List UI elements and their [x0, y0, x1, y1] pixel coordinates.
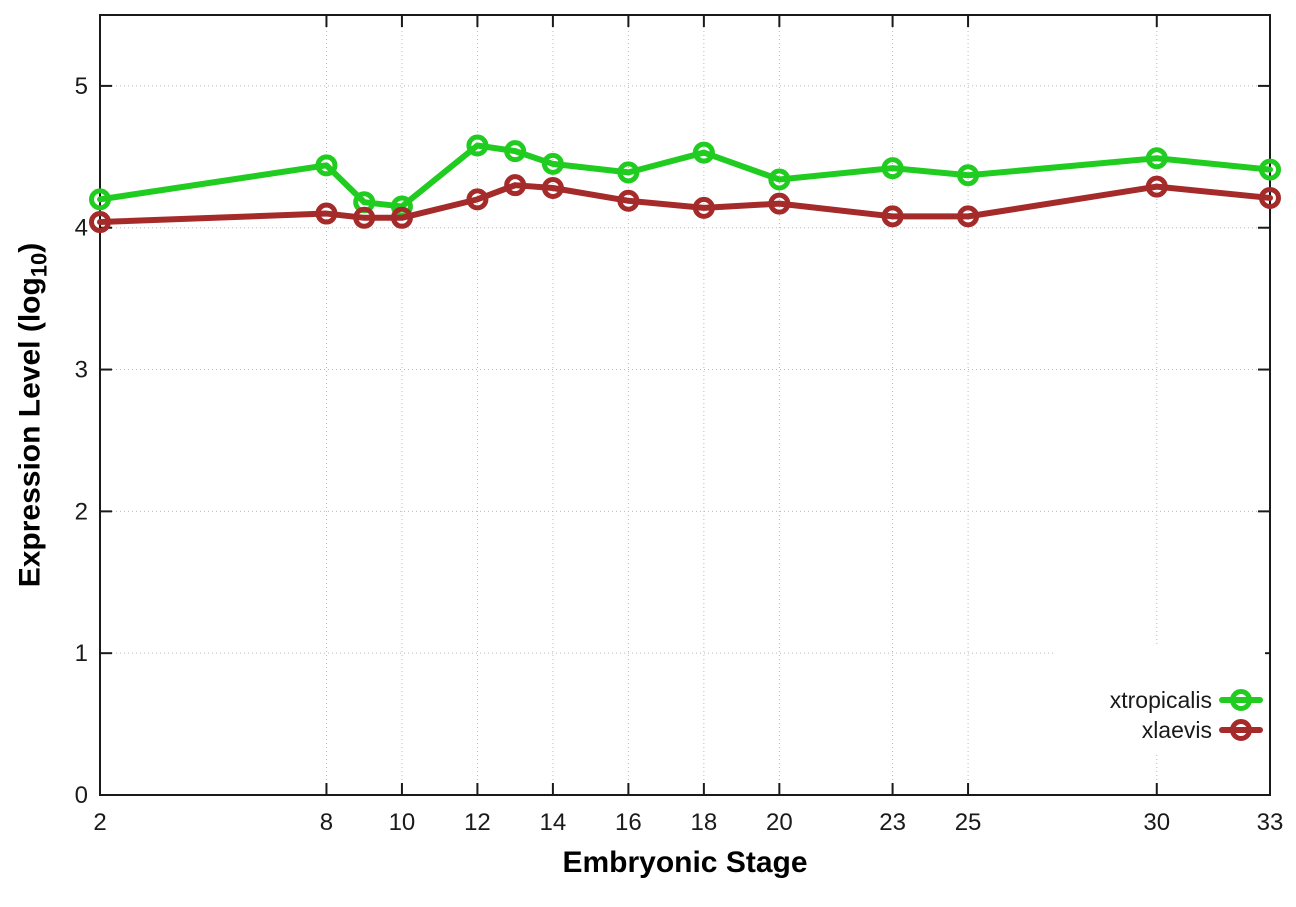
data-point-xlaevis [390, 206, 413, 229]
data-point-xtropicalis [89, 188, 111, 211]
x-tick-label: 16 [615, 809, 642, 836]
series-line-xlaevis [97, 182, 1273, 226]
data-point-xtropicalis [768, 168, 791, 191]
data-point-xlaevis [541, 177, 564, 200]
data-point-xlaevis [466, 188, 489, 211]
x-tick-label: 18 [691, 809, 718, 836]
legend-marker-xtropicalis [1230, 689, 1252, 711]
plot-border [99, 14, 1271, 796]
data-point-xlaevis [315, 202, 338, 225]
data-point-xtropicalis [1259, 158, 1281, 181]
data-point-xlaevis [692, 196, 715, 219]
data-point-xlaevis [89, 211, 111, 234]
y-tick-label: 5 [75, 73, 88, 100]
legend-label-xlaevis: xlaevis [1142, 717, 1212, 743]
data-point-xlaevis [881, 205, 904, 228]
x-tick-label: 8 [320, 809, 333, 836]
data-point-xtropicalis [957, 164, 980, 187]
legend-label-xtropicalis: xtropicalis [1110, 687, 1212, 713]
y-tick-label: 1 [75, 640, 88, 667]
x-tick-label: 2 [93, 809, 106, 836]
data-point-xtropicalis [315, 154, 338, 177]
y-axis-label: Expression Level (log10) [14, 243, 53, 588]
x-tick-label: 33 [1257, 809, 1284, 836]
x-tick-label: 10 [389, 809, 416, 836]
y-axis-label-subscript: 10 [26, 252, 52, 278]
data-point-xlaevis [1145, 175, 1168, 198]
x-tick-label: 14 [540, 809, 567, 836]
data-point-xlaevis [1259, 186, 1281, 209]
legend-marker-xlaevis [1230, 719, 1252, 741]
x-tick-label: 23 [879, 809, 906, 836]
data-point-xtropicalis [881, 157, 904, 180]
data-point-xlaevis [768, 192, 791, 215]
x-tick-label: 20 [766, 809, 793, 836]
data-point-xlaevis [504, 174, 527, 197]
data-point-xlaevis [617, 189, 640, 212]
y-axis-label-suffix: ) [13, 242, 47, 253]
data-point-xtropicalis [504, 140, 527, 163]
data-point-xtropicalis [1145, 147, 1168, 170]
x-tick-label: 12 [464, 809, 491, 836]
y-tick-label: 3 [75, 357, 88, 384]
y-axis-label-text: Expression Level (log [13, 277, 47, 588]
data-point-xtropicalis [541, 152, 564, 175]
data-point-xtropicalis [617, 161, 640, 184]
y-tick-label: 0 [75, 782, 88, 809]
data-point-xlaevis [353, 206, 376, 229]
data-point-xtropicalis [466, 134, 489, 157]
x-tick-label: 25 [955, 809, 982, 836]
data-point-xlaevis [957, 205, 980, 228]
y-tick-label: 2 [75, 498, 88, 525]
x-axis-label: Embryonic Stage [562, 846, 808, 879]
y-tick-label: 4 [75, 215, 88, 242]
data-point-xtropicalis [692, 141, 715, 164]
x-tick-label: 30 [1143, 809, 1170, 836]
